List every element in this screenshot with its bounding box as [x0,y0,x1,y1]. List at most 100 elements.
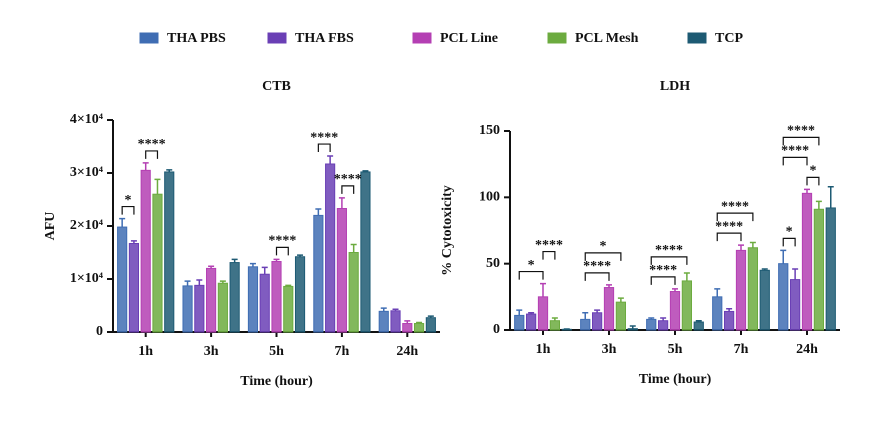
x-axis-title: Time (hour) [240,374,313,389]
bar [164,171,175,333]
significance-label: **** [334,172,362,187]
error-bar [166,169,173,172]
bar [247,266,259,333]
bar [194,284,205,333]
error-bar [516,309,523,316]
error-bar [338,197,345,209]
bar [283,285,294,333]
error-bar [130,240,137,244]
significance-bracket [121,205,135,215]
error-bar [297,254,304,257]
y-axis-title: % Cytotoxicity [440,185,455,276]
bar [658,320,669,331]
significance-label: **** [787,124,815,139]
error-bar [285,284,292,287]
error-bar [648,317,655,320]
bar [182,285,193,333]
bar [603,287,615,331]
legend-swatch [547,32,567,44]
bar [390,310,401,333]
error-bar [780,249,787,264]
error-bar [231,258,238,263]
bar [294,256,306,333]
significance-bracket [782,237,796,247]
legend-label: THA FBS [295,31,354,46]
significance-bracket [650,256,688,265]
bar [778,263,789,331]
bar [325,163,336,333]
significance-label: * [528,258,535,273]
bar [537,296,549,331]
significance-bracket [716,232,742,242]
legend-swatch [412,32,432,44]
error-bar [327,155,334,164]
bar [724,310,735,331]
significance-label: * [600,239,607,254]
significance-label: **** [583,259,611,274]
error-bar [350,243,357,253]
significance-label: **** [721,199,749,214]
error-bar [606,284,612,288]
bar [813,208,825,331]
error-bar [827,185,834,208]
significance-label: **** [649,263,677,278]
error-bar [249,262,256,267]
bar [580,318,591,331]
bar [413,323,425,333]
bar [681,280,693,331]
error-bar [427,315,434,318]
x-tick-label: 1h [138,344,153,359]
x-tick-label: 7h [734,342,749,357]
bar [526,313,537,331]
x-tick-label: 1h [536,342,551,357]
legend-label: PCL Mesh [575,31,639,46]
bar [313,214,324,333]
significance-bracket [317,143,331,153]
bar [360,171,371,333]
bar [514,314,525,331]
bar [259,273,270,333]
error-bar [683,272,690,281]
bar [646,318,657,331]
y-tick-label: 50 [486,256,500,271]
significance-bracket [650,276,676,285]
significance-label: **** [781,144,809,159]
bar [825,207,836,331]
bar [378,310,389,333]
y-tick-label: 100 [479,190,500,205]
error-bar [392,308,399,311]
error-bar [582,312,589,320]
significance-label: **** [535,238,563,253]
significance-label: * [786,225,793,240]
bar [140,169,151,333]
bar [615,301,627,331]
error-bar [380,307,387,312]
bar [627,328,638,331]
bar [402,323,413,333]
error-bar [617,297,624,303]
x-axis-title: Time (hour) [639,372,712,387]
error-bar [749,241,756,248]
x-tick-label: 3h [204,344,219,359]
significance-label: **** [138,137,166,152]
significance-bracket [542,250,556,260]
legend-label: PCL Line [440,31,498,46]
bar [271,261,282,333]
bar [152,193,163,333]
error-bar [551,317,558,321]
bar [206,267,217,333]
significance-bracket [145,150,159,159]
error-bar [726,308,733,312]
significance-bracket [716,212,754,222]
error-bar [714,288,721,297]
y-tick-label: 2×10⁴ [70,218,104,233]
bar [759,269,770,331]
bar [592,312,603,331]
x-tick-label: 24h [396,344,418,359]
legend-swatch [687,32,707,44]
y-tick-label: 0 [493,322,500,337]
error-bar [629,325,636,329]
significance-label: **** [655,243,683,258]
legend-label: THA PBS [167,31,226,46]
legend-label: TCP [715,31,743,46]
